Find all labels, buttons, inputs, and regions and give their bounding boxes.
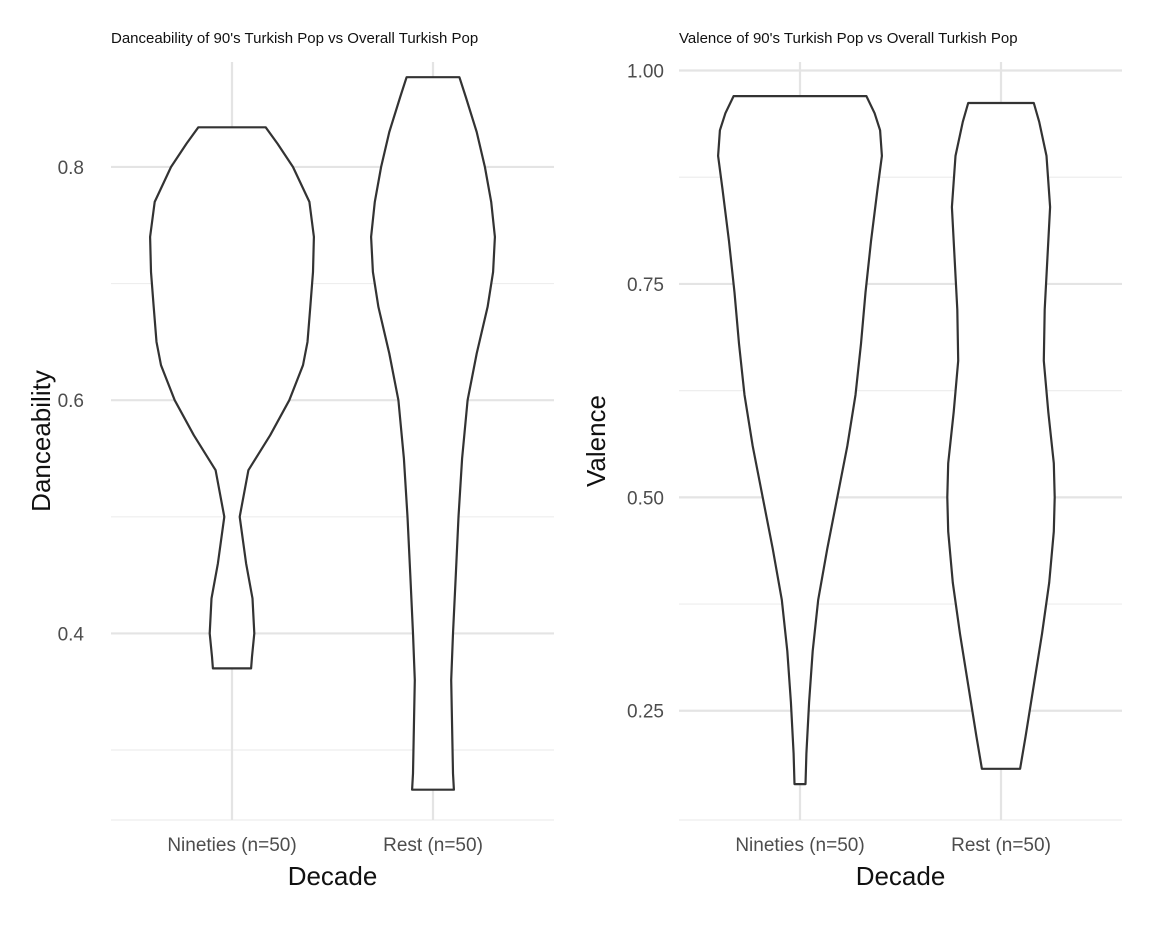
y-tick-label: 0.50 — [627, 488, 664, 509]
violin-rest — [946, 101, 1056, 770]
chart-title: Valence of 90's Turkish Pop vs Overall T… — [679, 30, 1018, 47]
violin-rest — [370, 76, 496, 791]
y-tick-label: 0.25 — [627, 702, 664, 723]
x-tick-label: Nineties (n=50) — [167, 835, 296, 856]
violin-nineties — [717, 95, 883, 786]
y-tick-label: 0.8 — [58, 158, 84, 179]
x-axis-title: Decade — [856, 861, 946, 891]
x-tick-label: Rest (n=50) — [383, 835, 483, 856]
valence-panel: 0.25 0.50 0.75 1.00 Nineties (n=50) Rest (n=5… — [581, 30, 1122, 891]
danceability-panel: 0.4 0.6 0.8 Nineties (n=50) Rest (n=50) Dance… — [26, 30, 554, 891]
x-axis-title: Decade — [288, 861, 378, 891]
y-tick-label: 0.75 — [627, 275, 664, 296]
chart-title: Danceability of 90's Turkish Pop vs Over… — [111, 30, 478, 47]
x-tick-label: Nineties (n=50) — [735, 835, 864, 856]
y-tick-label: 0.6 — [58, 391, 84, 412]
y-tick-label: 0.4 — [58, 624, 85, 645]
x-tick-label: Rest (n=50) — [951, 835, 1051, 856]
y-tick-label: 1.00 — [627, 62, 664, 83]
violin-nineties — [149, 126, 315, 670]
y-axis-title: Danceability — [26, 370, 56, 512]
y-axis-title: Valence — [581, 395, 611, 487]
